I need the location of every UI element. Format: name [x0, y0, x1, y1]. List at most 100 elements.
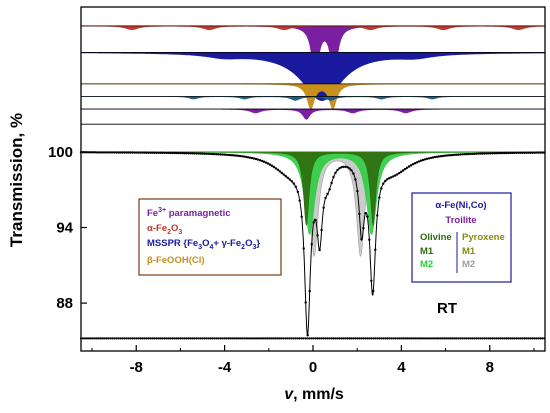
residual-point — [479, 337, 482, 340]
residual-point — [87, 337, 91, 340]
residual-point — [227, 337, 230, 340]
data-point — [189, 152, 192, 155]
data-point — [515, 151, 518, 155]
residual-point — [419, 337, 423, 340]
residual-point — [97, 337, 100, 340]
residual-point — [354, 337, 357, 340]
residual-point — [515, 337, 518, 340]
residual-point — [499, 337, 502, 340]
data-point — [419, 159, 423, 162]
residual-point — [276, 337, 279, 340]
data-point — [244, 155, 248, 159]
data-point — [252, 157, 256, 160]
residual-point — [539, 337, 542, 340]
data-point — [477, 152, 480, 155]
data-point — [324, 196, 327, 200]
x-tick-label: 4 — [397, 359, 406, 376]
data-point — [332, 175, 335, 179]
legend-troilite: Troilite — [445, 215, 476, 226]
residual-point — [282, 337, 285, 340]
data-point — [183, 152, 186, 155]
residual-point — [127, 337, 130, 340]
data-point — [145, 151, 148, 154]
data-point — [344, 165, 347, 168]
residual-point — [149, 337, 152, 340]
residual-point — [495, 337, 498, 340]
residual-point — [308, 337, 311, 340]
data-point — [262, 160, 266, 163]
data-point — [137, 151, 140, 154]
residual-point — [292, 337, 295, 340]
residual-point — [447, 337, 450, 340]
data-point — [413, 162, 417, 165]
data-point — [529, 151, 532, 154]
residual-point — [163, 337, 166, 340]
data-point — [435, 155, 439, 158]
data-point — [149, 151, 152, 154]
data-point — [95, 151, 99, 154]
residual-point — [147, 337, 150, 340]
residual-point — [270, 337, 273, 340]
residual-point — [398, 337, 401, 340]
residual-point — [483, 337, 486, 340]
residual-point — [457, 337, 460, 340]
data-point — [131, 151, 134, 154]
residual-point — [312, 337, 315, 340]
data-point — [286, 176, 289, 179]
residual-point — [157, 337, 160, 340]
residual-point — [318, 337, 321, 340]
residual-point — [475, 337, 478, 340]
data-point — [195, 152, 198, 155]
data-point — [217, 153, 220, 156]
data-point — [151, 151, 154, 154]
data-point — [358, 212, 361, 216]
residual-point — [264, 337, 267, 340]
data-point — [439, 155, 443, 158]
residual-point — [465, 337, 468, 340]
residual-point — [348, 337, 351, 340]
temperature-annotation: RT — [437, 300, 457, 317]
residual-point — [421, 337, 425, 340]
residual-point — [252, 337, 256, 340]
data-point — [475, 152, 478, 155]
residual-point — [332, 337, 335, 340]
residual-point — [336, 337, 339, 340]
residual-point — [408, 337, 411, 340]
data-point — [429, 156, 433, 160]
residual-point — [93, 337, 96, 340]
data-point — [272, 165, 276, 169]
residual-point — [205, 337, 208, 340]
data-point — [372, 289, 375, 293]
data-point — [232, 154, 236, 157]
data-point — [171, 151, 174, 155]
data-point — [453, 153, 457, 156]
data-point — [467, 152, 470, 156]
data-point — [258, 159, 262, 162]
data-point — [431, 156, 435, 159]
data-point — [380, 187, 383, 190]
residual-point — [459, 337, 462, 340]
data-point — [276, 168, 280, 171]
data-point — [368, 238, 371, 241]
residual-point — [451, 337, 454, 340]
data-point — [390, 176, 393, 179]
residual-point — [215, 337, 218, 340]
data-point — [87, 151, 91, 154]
residual-point — [334, 337, 337, 340]
residual-point — [278, 337, 281, 340]
residual-point — [467, 337, 470, 340]
data-point — [441, 154, 445, 158]
residual-point — [469, 337, 472, 340]
residual-point — [189, 337, 192, 340]
residual-point — [513, 337, 516, 340]
data-point — [352, 172, 355, 175]
residual-point — [223, 337, 226, 340]
residual-point — [161, 337, 164, 340]
residual-point — [207, 337, 210, 340]
data-point — [107, 151, 111, 154]
residual-point — [165, 337, 168, 340]
data-point — [487, 152, 490, 155]
data-point — [403, 167, 407, 171]
residual-point — [427, 337, 431, 340]
data-point — [296, 190, 299, 194]
